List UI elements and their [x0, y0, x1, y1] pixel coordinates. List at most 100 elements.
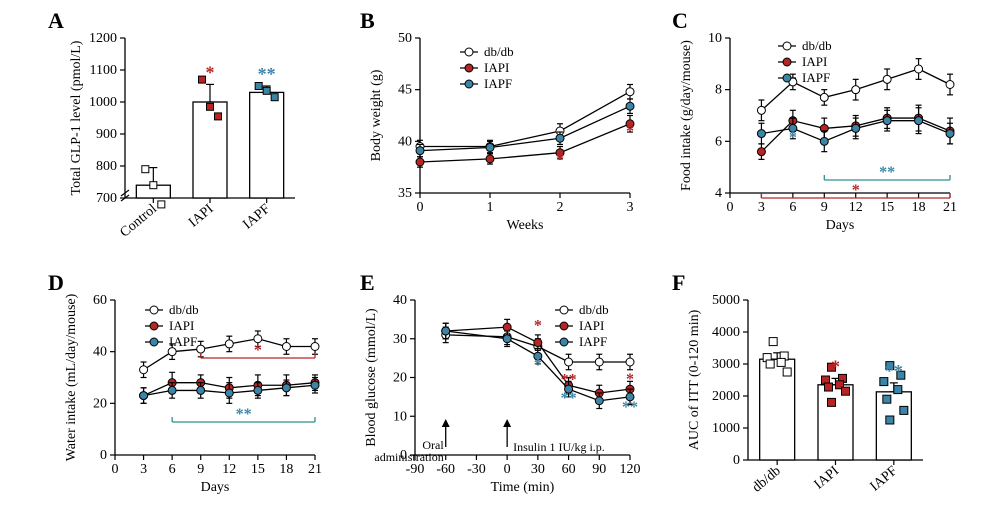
- svg-text:db/db: db/db: [579, 302, 609, 317]
- svg-text:*: *: [254, 342, 262, 359]
- svg-text:**: **: [258, 64, 276, 84]
- svg-text:1000: 1000: [712, 421, 740, 436]
- svg-text:21: 21: [308, 462, 322, 477]
- svg-text:IAPF: IAPF: [169, 334, 197, 349]
- svg-text:Water intake (mL/day/mouse): Water intake (mL/day/mouse): [64, 293, 79, 461]
- svg-text:db/db: db/db: [484, 44, 514, 59]
- svg-text:-30: -30: [467, 462, 486, 477]
- svg-text:Weeks: Weeks: [507, 218, 544, 233]
- svg-text:db/db: db/db: [750, 464, 784, 496]
- svg-text:6: 6: [789, 200, 796, 215]
- panel-f-chart: 0 1000 2000 3000 4000 5000 AUC of ITT (0-120 m…: [670, 280, 970, 530]
- svg-text:Control: Control: [117, 202, 159, 241]
- svg-text:0: 0: [100, 448, 107, 463]
- svg-text:10: 10: [393, 409, 407, 424]
- svg-text:3000: 3000: [712, 357, 740, 372]
- svg-text:*: *: [534, 318, 542, 335]
- svg-text:IAPI: IAPI: [169, 318, 194, 333]
- svg-text:IAPF: IAPF: [240, 201, 273, 232]
- svg-text:21: 21: [943, 200, 957, 215]
- svg-text:15: 15: [880, 200, 894, 215]
- svg-text:AUC of ITT (0-120 min): AUC of ITT (0-120 min): [687, 309, 702, 450]
- svg-text:9: 9: [821, 200, 828, 215]
- svg-text:-60: -60: [436, 462, 455, 477]
- svg-text:**: **: [885, 361, 903, 381]
- svg-text:db/db: db/db: [169, 302, 199, 317]
- svg-text:IAPI: IAPI: [812, 463, 843, 492]
- svg-text:20: 20: [93, 396, 107, 411]
- svg-text:30: 30: [393, 332, 407, 347]
- svg-text:2000: 2000: [712, 389, 740, 404]
- svg-text:3: 3: [758, 200, 765, 215]
- svg-text:Time (min): Time (min): [491, 480, 555, 495]
- svg-text:IAPF: IAPF: [484, 76, 512, 91]
- svg-text:1200: 1200: [89, 31, 117, 46]
- svg-text:90: 90: [592, 462, 606, 477]
- svg-text:6: 6: [715, 134, 722, 149]
- svg-text:Days: Days: [826, 218, 855, 233]
- svg-text:0: 0: [112, 462, 119, 477]
- panel-d-chart: 0204060036912151821Water intake (mL/day/…: [55, 280, 335, 530]
- svg-text:18: 18: [279, 462, 293, 477]
- svg-text:*: *: [831, 356, 840, 376]
- svg-text:50: 50: [398, 31, 412, 46]
- svg-text:IAPF: IAPF: [802, 70, 830, 85]
- panel-c-chart: 46810036912151821Food intake (g/day/mous…: [670, 18, 970, 268]
- svg-text:2: 2: [557, 200, 564, 215]
- svg-text:**: **: [879, 164, 895, 181]
- svg-text:*: *: [852, 182, 860, 199]
- svg-text:db/db: db/db: [802, 38, 832, 53]
- svg-text:120: 120: [620, 462, 641, 477]
- svg-text:Total GLP-1 level (pmol/L): Total GLP-1 level (pmol/L): [69, 40, 84, 195]
- svg-text:40: 40: [393, 293, 407, 308]
- svg-text:30: 30: [531, 462, 545, 477]
- svg-text:*: *: [206, 62, 215, 82]
- svg-text:Blood glucose (mmol/L): Blood glucose (mmol/L): [364, 308, 379, 447]
- svg-text:40: 40: [398, 134, 412, 149]
- svg-text:IAPI: IAPI: [579, 318, 604, 333]
- svg-text:IAPF: IAPF: [868, 463, 901, 494]
- svg-text:15: 15: [251, 462, 265, 477]
- svg-text:60: 60: [93, 293, 107, 308]
- svg-text:10: 10: [708, 31, 722, 46]
- svg-text:*: *: [556, 152, 564, 169]
- svg-text:IAPI: IAPI: [186, 201, 217, 230]
- svg-text:0: 0: [727, 200, 734, 215]
- svg-text:45: 45: [398, 83, 412, 98]
- svg-text:5000: 5000: [712, 293, 740, 308]
- svg-text:IAPI: IAPI: [802, 54, 827, 69]
- svg-text:-90: -90: [406, 462, 425, 477]
- svg-text:900: 900: [96, 127, 117, 142]
- svg-text:Days: Days: [201, 480, 230, 495]
- svg-text:IAPI: IAPI: [484, 60, 509, 75]
- svg-text:8: 8: [715, 83, 722, 98]
- svg-text:*: *: [626, 371, 634, 388]
- svg-text:*: *: [534, 357, 542, 374]
- svg-text:700: 700: [96, 191, 117, 206]
- svg-text:20: 20: [393, 371, 407, 386]
- svg-text:0: 0: [504, 462, 511, 477]
- svg-text:**: **: [561, 371, 577, 388]
- svg-text:**: **: [622, 399, 638, 416]
- svg-text:9: 9: [197, 462, 204, 477]
- svg-text:1100: 1100: [90, 63, 117, 78]
- svg-text:800: 800: [96, 159, 117, 174]
- svg-text:35: 35: [398, 186, 412, 201]
- svg-text:18: 18: [912, 200, 926, 215]
- svg-text:*: *: [626, 123, 634, 140]
- svg-text:3: 3: [627, 200, 634, 215]
- svg-text:0: 0: [733, 453, 740, 468]
- svg-text:Food intake (g/day/mouse): Food intake (g/day/mouse): [679, 40, 694, 191]
- svg-text:40: 40: [93, 345, 107, 360]
- svg-text:12: 12: [849, 200, 863, 215]
- svg-text:4000: 4000: [712, 325, 740, 340]
- svg-text:3: 3: [140, 462, 147, 477]
- svg-text:60: 60: [562, 462, 576, 477]
- svg-text:**: **: [561, 390, 577, 407]
- svg-text:0: 0: [417, 200, 424, 215]
- svg-text:1: 1: [487, 200, 494, 215]
- svg-text:*: *: [789, 129, 797, 146]
- panel-e-chart: 010203040-90-60-300306090120Blood glucos…: [355, 280, 655, 530]
- svg-text:**: **: [236, 406, 252, 423]
- svg-text:IAPF: IAPF: [579, 334, 607, 349]
